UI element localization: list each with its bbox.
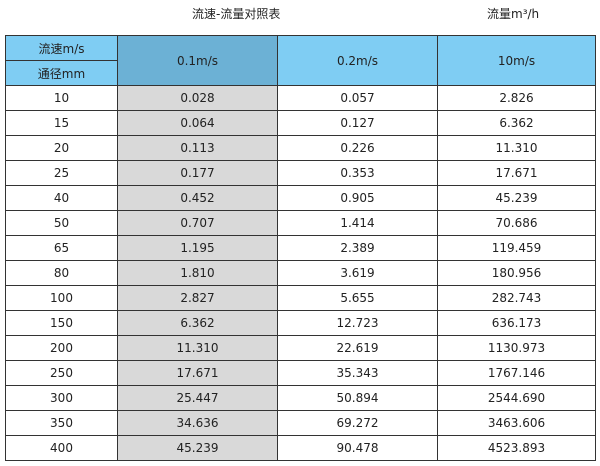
diameter-cell: 80 [5,260,118,286]
table-row: 20 0.113 0.226 11.310 [5,135,596,161]
flow-cell: 3.619 [277,260,438,286]
flow-cell: 2.827 [117,285,278,311]
flow-cell: 50.894 [277,385,438,411]
flow-cell: 1767.146 [437,360,596,386]
table-row: 100 2.827 5.655 282.743 [5,285,596,311]
flow-cell: 0.905 [277,185,438,211]
flow-cell: 1130.973 [437,335,596,361]
diameter-cell: 150 [5,310,118,336]
table-row: 65 1.195 2.389 119.459 [5,235,596,261]
table-row: 15 0.064 0.127 6.362 [5,110,596,136]
flow-cell: 0.177 [117,160,278,186]
table-row: 50 0.707 1.414 70.686 [5,210,596,236]
flow-cell: 0.452 [117,185,278,211]
flow-cell: 34.636 [117,410,278,436]
table-row: 200 11.310 22.619 1130.973 [5,335,596,361]
flow-cell: 1.810 [117,260,278,286]
flow-cell: 1.414 [277,210,438,236]
diameter-cell: 65 [5,235,118,261]
flow-cell: 1.195 [117,235,278,261]
flow-cell: 6.362 [437,110,596,136]
flow-cell: 35.343 [277,360,438,386]
flow-cell: 45.239 [117,435,278,461]
diameter-header: 通径mm [5,60,118,86]
flow-cell: 4523.893 [437,435,596,461]
unit-label: 流量m³/h [487,7,540,21]
diameter-cell: 10 [5,85,118,111]
table-row: 40 0.452 0.905 45.239 [5,185,596,211]
diameter-cell: 50 [5,210,118,236]
flow-cell: 45.239 [437,185,596,211]
column-header-0.2: 0.2m/s [277,35,438,86]
flow-cell: 3463.606 [437,410,596,436]
flow-cell: 17.671 [117,360,278,386]
diameter-cell: 100 [5,285,118,311]
velocity-header: 流速m/s [5,35,118,61]
flow-cell: 180.956 [437,260,596,286]
diameter-cell: 200 [5,335,118,361]
diameter-cell: 250 [5,360,118,386]
diameter-cell: 400 [5,435,118,461]
flow-cell: 69.272 [277,410,438,436]
table-row: 350 34.636 69.272 3463.606 [5,410,596,436]
flow-cell: 2.389 [277,235,438,261]
velocity-flow-table: 流速m/s 0.1m/s 0.2m/s 10m/s 通径mm 10 0.028 0.… [5,35,596,461]
flow-cell: 636.173 [437,310,596,336]
flow-cell: 0.127 [277,110,438,136]
diameter-cell: 300 [5,385,118,411]
flow-cell: 12.723 [277,310,438,336]
flow-cell: 119.459 [437,235,596,261]
flow-cell: 2.826 [437,85,596,111]
diameter-cell: 350 [5,410,118,436]
flow-cell: 282.743 [437,285,596,311]
table-row: 400 45.239 90.478 4523.893 [5,435,596,461]
flow-cell: 0.226 [277,135,438,161]
diameter-cell: 40 [5,185,118,211]
flow-cell: 11.310 [437,135,596,161]
flow-cell: 70.686 [437,210,596,236]
table-row: 250 17.671 35.343 1767.146 [5,360,596,386]
table-row: 150 6.362 12.723 636.173 [5,310,596,336]
table-row: 300 25.447 50.894 2544.690 [5,385,596,411]
flow-cell: 0.064 [117,110,278,136]
flow-cell: 0.353 [277,160,438,186]
table-row: 10 0.028 0.057 2.826 [5,85,596,111]
flow-cell: 5.655 [277,285,438,311]
flow-cell: 2544.690 [437,385,596,411]
flow-cell: 0.057 [277,85,438,111]
flow-cell: 22.619 [277,335,438,361]
flow-cell: 25.447 [117,385,278,411]
flow-cell: 11.310 [117,335,278,361]
flow-cell: 0.113 [117,135,278,161]
flow-cell: 90.478 [277,435,438,461]
column-header-10: 10m/s [437,35,596,86]
table-row: 25 0.177 0.353 17.671 [5,160,596,186]
flow-cell: 0.028 [117,85,278,111]
flow-cell: 17.671 [437,160,596,186]
diameter-cell: 25 [5,160,118,186]
diameter-cell: 20 [5,135,118,161]
column-header-0.1: 0.1m/s [117,35,278,86]
table-row: 80 1.810 3.619 180.956 [5,260,596,286]
flow-cell: 6.362 [117,310,278,336]
table-title: 流速-流量对照表 [192,7,281,21]
flow-cell: 0.707 [117,210,278,236]
diameter-cell: 15 [5,110,118,136]
